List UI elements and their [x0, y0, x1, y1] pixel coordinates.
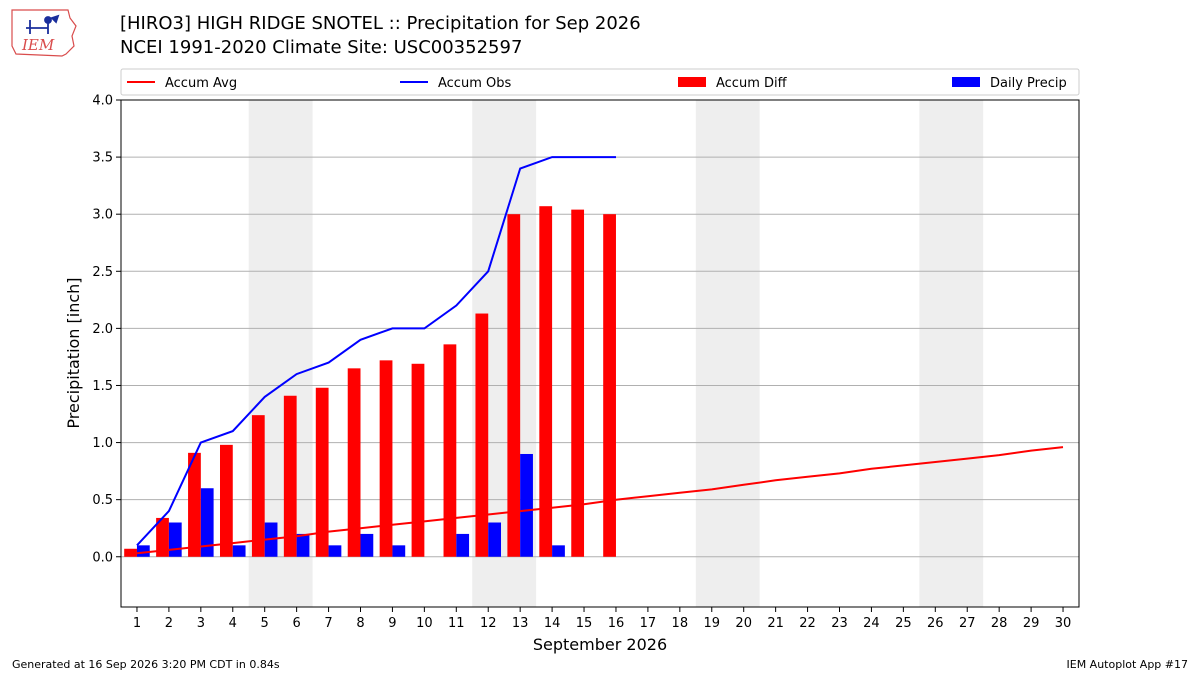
y-tick-label: 1.0 — [92, 436, 113, 451]
bar-daily-precip — [392, 545, 406, 557]
axis-ticks: 0.00.51.01.52.02.53.03.54.01 2 3 4 5 6 7 8 9 10 11… — [92, 94, 1071, 632]
bar-daily-precip — [520, 453, 533, 557]
x-tick-label: 3 — [197, 616, 205, 631]
y-tick-label: 0.5 — [92, 493, 113, 508]
legend-label-accum-avg: Accum Avg — [165, 76, 237, 91]
bar-daily-precip — [456, 533, 470, 557]
x-tick-label: 9 — [388, 616, 396, 631]
x-tick-label: 6 — [292, 616, 300, 631]
legend-label-daily-precip: Daily Precip — [990, 76, 1067, 91]
legend-swatch-accum-diff — [678, 77, 706, 87]
x-tick-label: 30 — [1055, 616, 1072, 631]
bar-accum-diff — [347, 368, 361, 557]
bars — [124, 206, 616, 557]
x-tick-label: 23 — [831, 616, 848, 631]
x-tick-label: 20 — [735, 616, 752, 631]
logo-text: IEM — [21, 36, 55, 54]
x-tick-label: 24 — [863, 616, 880, 631]
x-tick-label: 29 — [1023, 616, 1040, 631]
iowa-outline-icon — [11, 9, 77, 57]
y-tick-label: 0.0 — [92, 550, 113, 565]
x-tick-label: 22 — [799, 616, 816, 631]
bar-accum-diff — [188, 452, 201, 557]
bar-daily-precip — [488, 522, 502, 557]
bar-accum-diff — [156, 517, 169, 557]
y-tick-label: 1.5 — [92, 379, 113, 394]
bar-accum-diff — [475, 313, 489, 557]
chart-subtitle: NCEI 1991-2020 Climate Site: USC00352597 — [120, 37, 523, 58]
x-tick-label: 11 — [448, 616, 465, 631]
legend-label-accum-diff: Accum Diff — [716, 76, 788, 91]
line-accum-avg — [136, 446, 1064, 555]
bar-accum-diff — [411, 363, 425, 557]
x-axis-label: September 2026 — [533, 635, 667, 654]
iem-logo: IEM — [11, 9, 77, 57]
x-tick-label: 5 — [261, 616, 269, 631]
bar-daily-precip — [552, 545, 565, 557]
bar-accum-diff — [251, 415, 265, 557]
generated-timestamp: Generated at 16 Sep 2026 3:20 PM CDT in … — [12, 658, 280, 671]
weekend-band-4 — [919, 100, 984, 607]
x-tick-label: 12 — [480, 616, 497, 631]
x-tick-label: 26 — [927, 616, 944, 631]
x-tick-label: 25 — [895, 616, 912, 631]
legend-label-accum-obs: Accum Obs — [438, 76, 511, 91]
bar-accum-diff — [124, 548, 137, 557]
bar-accum-diff — [603, 214, 616, 557]
line-accum-obs — [136, 156, 616, 546]
bar-daily-precip — [200, 488, 214, 557]
x-tick-label: 28 — [991, 616, 1008, 631]
x-tick-label: 13 — [512, 616, 529, 631]
chart-title: [HIRO3] HIGH RIDGE SNOTEL :: Precipitati… — [120, 13, 641, 34]
x-tick-label: 10 — [416, 616, 433, 631]
x-tick-label: 17 — [640, 616, 657, 631]
plot-frame — [120, 99, 1080, 608]
bar-accum-diff — [315, 387, 329, 557]
bar-daily-precip — [136, 545, 150, 557]
bar-daily-precip — [360, 533, 374, 557]
x-tick-label: 27 — [959, 616, 976, 631]
bar-daily-precip — [232, 545, 246, 557]
x-tick-label: 14 — [544, 616, 561, 631]
bar-daily-precip — [168, 522, 182, 557]
bar-accum-diff — [283, 395, 297, 557]
y-axis-label: Precipitation [inch] — [64, 277, 83, 428]
x-tick-label: 7 — [324, 616, 332, 631]
bar-accum-diff — [539, 206, 553, 557]
x-tick-label: 15 — [576, 616, 593, 631]
bar-daily-precip — [328, 545, 342, 557]
y-tick-label: 3.0 — [92, 208, 113, 223]
x-tick-label: 4 — [229, 616, 237, 631]
bar-accum-diff — [379, 360, 393, 557]
x-tick-label: 8 — [356, 616, 364, 631]
bar-accum-diff — [443, 344, 457, 557]
x-tick-label: 18 — [672, 616, 689, 631]
bar-daily-precip — [296, 533, 310, 557]
bar-accum-diff — [507, 214, 521, 557]
y-tick-label: 4.0 — [92, 94, 113, 109]
y-tick-label: 2.5 — [92, 265, 113, 280]
x-tick-label: 21 — [767, 616, 784, 631]
bar-accum-diff — [219, 444, 233, 557]
app-label: IEM Autoplot App #17 — [1066, 658, 1189, 671]
weather-station-icon — [26, 14, 60, 34]
bar-accum-diff — [571, 209, 585, 557]
legend-frame — [120, 68, 1080, 96]
x-tick-label: 19 — [703, 616, 720, 631]
x-tick-label: 1 — [133, 616, 141, 631]
weekend-band-3 — [695, 100, 760, 607]
legend-swatch-daily-precip — [952, 77, 980, 87]
x-tick-label: 2 — [165, 616, 173, 631]
y-tick-label: 2.0 — [92, 322, 113, 337]
series-lines — [136, 156, 1064, 555]
legend: Accum Avg Accum Obs Accum Diff Daily Precip — [120, 68, 1080, 96]
x-tick-label: 16 — [608, 616, 625, 631]
y-tick-label: 3.5 — [92, 151, 113, 166]
